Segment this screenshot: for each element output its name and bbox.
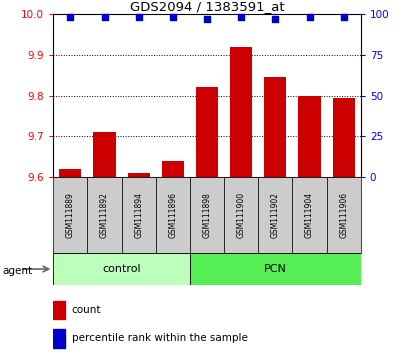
Text: percentile rank within the sample: percentile rank within the sample xyxy=(72,333,247,343)
Bar xyxy=(189,177,224,253)
Bar xyxy=(189,253,360,285)
Bar xyxy=(53,177,87,253)
Point xyxy=(169,15,176,20)
Bar xyxy=(292,177,326,253)
Text: GSM111889: GSM111889 xyxy=(66,192,75,238)
Bar xyxy=(87,177,121,253)
Text: GSM111892: GSM111892 xyxy=(100,192,109,238)
Point xyxy=(67,15,74,20)
Bar xyxy=(264,77,286,177)
Point xyxy=(237,15,244,20)
Bar xyxy=(53,253,189,285)
Text: GSM111904: GSM111904 xyxy=(304,192,313,238)
Title: GDS2094 / 1383591_at: GDS2094 / 1383591_at xyxy=(129,0,284,13)
Text: count: count xyxy=(72,305,101,315)
Bar xyxy=(224,177,258,253)
Point xyxy=(203,16,210,22)
Bar xyxy=(258,177,292,253)
Text: control: control xyxy=(102,264,141,274)
Bar xyxy=(155,177,189,253)
Point xyxy=(339,15,346,20)
Point xyxy=(101,15,108,20)
Text: GSM111906: GSM111906 xyxy=(338,192,347,238)
Text: GSM111894: GSM111894 xyxy=(134,192,143,238)
Bar xyxy=(121,177,155,253)
Text: GSM111896: GSM111896 xyxy=(168,192,177,238)
Bar xyxy=(326,177,360,253)
Bar xyxy=(332,98,354,177)
Point xyxy=(272,16,278,22)
Text: GSM111898: GSM111898 xyxy=(202,192,211,238)
Text: GSM111902: GSM111902 xyxy=(270,192,279,238)
Text: agent: agent xyxy=(2,266,32,276)
Point xyxy=(306,15,312,20)
Bar xyxy=(229,47,252,177)
Point xyxy=(135,15,142,20)
Text: PCN: PCN xyxy=(263,264,286,274)
Bar xyxy=(53,301,65,319)
Bar xyxy=(93,132,115,177)
Text: GSM111900: GSM111900 xyxy=(236,192,245,238)
Bar xyxy=(298,96,320,177)
Bar xyxy=(127,173,149,177)
Bar xyxy=(59,169,81,177)
Bar xyxy=(196,87,218,177)
Bar xyxy=(53,329,65,348)
Bar xyxy=(162,161,184,177)
